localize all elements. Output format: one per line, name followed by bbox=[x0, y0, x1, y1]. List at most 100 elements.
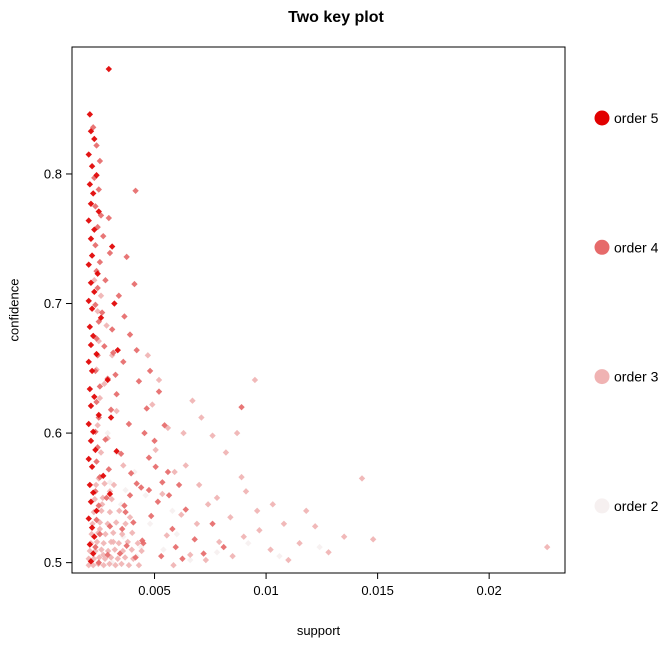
data-point bbox=[173, 530, 181, 538]
data-point bbox=[169, 525, 176, 533]
data-point bbox=[131, 280, 138, 288]
data-point bbox=[220, 543, 227, 551]
data-point bbox=[89, 489, 97, 496]
data-point bbox=[91, 135, 98, 143]
data-point bbox=[122, 508, 129, 516]
data-point bbox=[303, 507, 310, 515]
data-point bbox=[172, 543, 179, 551]
data-point bbox=[86, 181, 94, 188]
data-point bbox=[133, 346, 140, 354]
data-point bbox=[91, 277, 98, 284]
data-point bbox=[93, 507, 100, 515]
data-point bbox=[85, 562, 92, 569]
data-point bbox=[85, 217, 92, 224]
data-point bbox=[267, 546, 274, 553]
data-point bbox=[146, 520, 154, 527]
data-point bbox=[113, 448, 120, 455]
y-tick-label: 0.7 bbox=[44, 296, 62, 311]
data-point bbox=[130, 519, 137, 526]
data-point bbox=[149, 401, 156, 408]
data-point bbox=[159, 490, 166, 498]
data-point bbox=[121, 554, 129, 561]
data-point bbox=[103, 322, 110, 329]
data-point bbox=[126, 514, 134, 521]
data-point bbox=[104, 547, 112, 555]
data-point bbox=[209, 432, 216, 439]
data-point bbox=[145, 486, 153, 494]
data-point bbox=[92, 547, 99, 555]
data-point bbox=[88, 524, 96, 531]
data-point bbox=[108, 326, 116, 333]
data-point bbox=[154, 498, 162, 505]
data-point bbox=[86, 111, 94, 118]
data-point bbox=[116, 550, 124, 557]
data-point bbox=[111, 546, 119, 553]
data-point bbox=[121, 502, 128, 509]
data-point bbox=[89, 332, 97, 340]
data-point bbox=[87, 498, 95, 505]
data-point bbox=[115, 540, 123, 547]
data-point bbox=[94, 223, 101, 231]
data-point bbox=[92, 242, 99, 249]
data-point bbox=[118, 560, 125, 568]
data-point bbox=[127, 470, 135, 477]
data-point bbox=[94, 270, 101, 277]
data-point bbox=[175, 481, 183, 489]
data-point bbox=[145, 454, 153, 461]
legend-label: order 2 bbox=[614, 498, 659, 514]
data-point bbox=[96, 258, 104, 266]
data-point bbox=[100, 232, 107, 240]
data-point bbox=[187, 556, 194, 564]
data-point bbox=[280, 520, 288, 527]
data-point bbox=[87, 437, 95, 445]
data-point bbox=[101, 555, 109, 562]
data-point bbox=[122, 486, 129, 494]
data-point bbox=[97, 314, 105, 321]
data-point bbox=[216, 538, 223, 546]
data-point bbox=[209, 520, 216, 527]
data-point bbox=[96, 394, 104, 402]
data-point bbox=[94, 284, 101, 292]
data-point bbox=[119, 547, 127, 555]
plot-border bbox=[71, 46, 566, 574]
data-point bbox=[96, 157, 104, 165]
data-point bbox=[165, 492, 173, 499]
data-point bbox=[110, 529, 117, 537]
data-point bbox=[122, 520, 129, 527]
data-point bbox=[114, 346, 121, 354]
data-point bbox=[111, 300, 118, 307]
data-point bbox=[108, 495, 115, 503]
data-point bbox=[92, 367, 99, 375]
data-point bbox=[132, 187, 139, 195]
data-point bbox=[86, 547, 94, 555]
data-point bbox=[86, 541, 94, 548]
data-point bbox=[102, 530, 109, 538]
data-point bbox=[96, 525, 104, 533]
data-point bbox=[138, 547, 145, 555]
data-point bbox=[88, 463, 96, 470]
data-point bbox=[245, 540, 252, 547]
data-point bbox=[97, 449, 105, 456]
data-point bbox=[89, 520, 96, 527]
data-point bbox=[137, 543, 145, 551]
data-point bbox=[104, 520, 111, 527]
data-point bbox=[129, 529, 136, 537]
data-point bbox=[94, 422, 101, 429]
data-point bbox=[118, 525, 126, 533]
legend-label: order 5 bbox=[614, 110, 659, 126]
data-point bbox=[296, 540, 303, 547]
data-point bbox=[240, 533, 247, 540]
y-tick-label: 0.5 bbox=[44, 555, 62, 570]
data-point bbox=[90, 508, 98, 516]
legend-label: order 3 bbox=[614, 369, 659, 385]
data-point bbox=[101, 480, 108, 487]
data-point bbox=[88, 530, 95, 538]
data-point bbox=[85, 420, 92, 428]
data-point bbox=[126, 492, 134, 499]
data-point bbox=[123, 253, 130, 261]
data-point bbox=[161, 422, 168, 429]
data-point bbox=[96, 473, 104, 481]
data-point bbox=[106, 249, 114, 257]
data-point bbox=[92, 481, 100, 489]
